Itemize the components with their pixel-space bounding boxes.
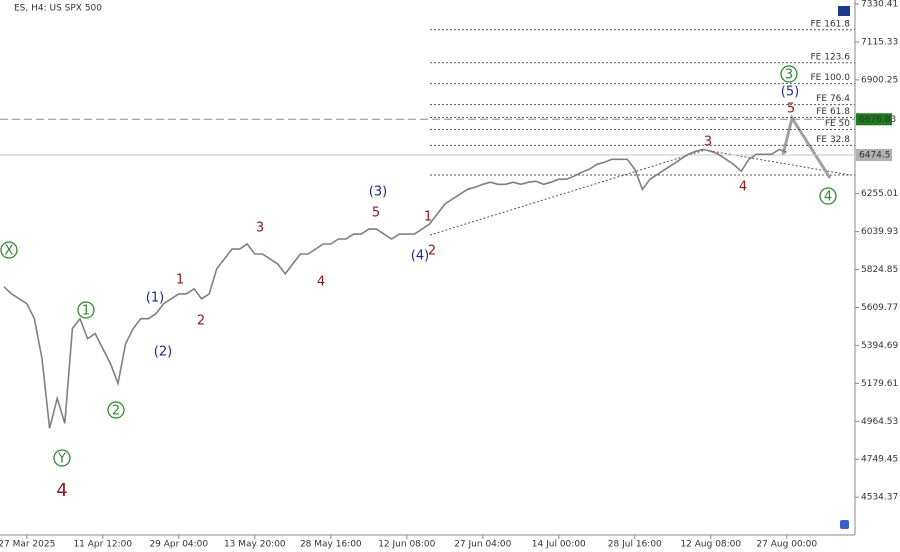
y-tick-label: 5609.77 xyxy=(861,303,898,313)
y-tick-label: 7330.41 xyxy=(861,0,898,9)
trend-line xyxy=(704,149,851,176)
fib-label: FE 161.8 xyxy=(811,19,851,29)
wave-label: 3 xyxy=(785,68,793,83)
x-tick-label: 12 Jun 08:00 xyxy=(378,540,435,550)
x-tick-label: 28 May 16:00 xyxy=(300,540,362,550)
y-tick-label: 4964.53 xyxy=(861,417,898,427)
price-level-label: 6474.5 xyxy=(859,150,891,160)
x-tick-label: 14 Jul 00:00 xyxy=(532,540,586,550)
fib-label: FE 61.8 xyxy=(816,107,850,117)
y-tick-label: 4749.45 xyxy=(861,455,898,465)
wave-label: X xyxy=(5,244,14,259)
icon xyxy=(838,6,850,16)
price-level-label: 6676.83 xyxy=(859,115,896,125)
x-tick-label: 27 Mar 2025 xyxy=(0,540,55,550)
wave-label: 1 xyxy=(82,304,90,319)
y-tick-label: 6900.25 xyxy=(861,75,898,85)
wave-circle xyxy=(53,449,71,467)
y-tick-label: 5824.85 xyxy=(861,265,898,275)
wave-label: 3 xyxy=(704,135,712,150)
chart-title: ES, H4: US SPX 500 xyxy=(14,4,102,14)
y-tick-label: 7115.33 xyxy=(861,37,898,47)
wave-label: 3 xyxy=(256,221,264,236)
x-tick-label: 29 Apr 04:00 xyxy=(149,540,208,550)
wave-label: 1 xyxy=(424,210,432,225)
projection xyxy=(781,114,832,179)
y-tick-label: 5179.61 xyxy=(861,379,898,389)
wave-label: 4 xyxy=(824,190,832,205)
x-tick-label: 11 Apr 12:00 xyxy=(73,540,132,550)
wave-label: 1 xyxy=(176,273,184,288)
wave-label: Y xyxy=(57,452,66,467)
wave-label: 2 xyxy=(197,314,205,329)
wave-label: 5 xyxy=(787,102,795,117)
wave-circle xyxy=(0,241,18,259)
wave-label: (2) xyxy=(154,345,172,360)
icon xyxy=(840,520,849,529)
x-tick-label: 27 Aug 00:00 xyxy=(756,540,817,550)
fib-label: FE 50 xyxy=(825,119,850,129)
price-level-box xyxy=(856,113,892,126)
wave-label: 5 xyxy=(372,206,380,221)
wave-label: 4 xyxy=(317,275,325,290)
price-level-box xyxy=(856,148,892,161)
price-line xyxy=(3,148,788,429)
wave-circle xyxy=(77,301,95,319)
wave-label: (1) xyxy=(146,291,164,306)
x-tick-label: 12 Aug 08:00 xyxy=(680,540,741,550)
y-tick-label: 6255.01 xyxy=(861,189,898,199)
y-tick-label: 4534.37 xyxy=(861,493,898,503)
fib-label: FE 100.0 xyxy=(811,73,851,83)
wave-label: (3) xyxy=(369,185,387,200)
x-tick-label: 28 Jul 16:00 xyxy=(608,540,662,550)
wave-label: 4 xyxy=(739,180,747,195)
fib-label: FE 76.4 xyxy=(816,94,850,104)
y-tick-label: 6039.93 xyxy=(861,227,898,237)
fib-label: FE 32.8 xyxy=(816,135,850,145)
y-tick-label: 5394.69 xyxy=(861,341,898,351)
x-tick-label: 27 Jun 04:00 xyxy=(454,540,511,550)
wave-label: 2 xyxy=(112,404,120,419)
wave-label: 4 xyxy=(56,480,67,501)
wave-circle xyxy=(780,65,798,83)
fib-label: FE 123.6 xyxy=(811,52,851,62)
x-tick-label: 13 May 20:00 xyxy=(224,540,286,550)
wave-label: (5) xyxy=(781,85,799,100)
wave-label: 2 xyxy=(428,244,436,259)
wave-label: (4) xyxy=(411,249,429,264)
wave-circle xyxy=(819,187,837,205)
wave-circle xyxy=(107,401,125,419)
